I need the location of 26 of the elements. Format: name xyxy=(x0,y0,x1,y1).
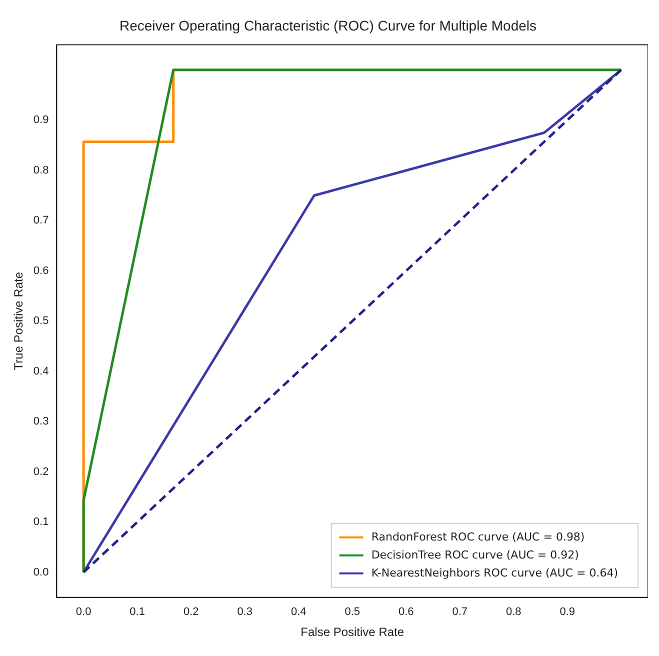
x-tick-label: 0.9 xyxy=(560,606,576,618)
y-tick-label: 0.0 xyxy=(33,566,49,578)
y-tick-label: 0.9 xyxy=(33,114,49,126)
x-tick-label: 0.4 xyxy=(290,606,306,618)
y-tick-label: 0.1 xyxy=(33,516,49,528)
x-tick-label: 0.7 xyxy=(452,606,468,618)
y-axis-title: True Positive Rate xyxy=(12,272,26,370)
x-tick-label: 0.1 xyxy=(130,606,145,618)
chart-title: Receiver Operating Characteristic (ROC) Curve for Multiple Models xyxy=(119,17,537,34)
y-tick-label: 0.7 xyxy=(33,214,49,227)
x-tick-label: 0.2 xyxy=(183,606,199,618)
x-tick-label: 0.3 xyxy=(237,606,252,618)
legend-label: DecisionTree ROC curve (AUC = 0.92) xyxy=(371,548,579,562)
x-tick-label: 0.0 xyxy=(76,606,92,618)
y-tick-label: 0.6 xyxy=(33,264,49,277)
x-tick-label: 0.6 xyxy=(398,606,414,618)
x-tick-label: 0.8 xyxy=(506,606,522,618)
legend-label: K-NearestNeighbors ROC curve (AUC = 0.64) xyxy=(371,566,618,580)
y-tick-label: 0.8 xyxy=(33,164,49,176)
y-tick-label: 0.2 xyxy=(33,466,49,478)
x-tick-label: 0.5 xyxy=(344,606,360,618)
y-tick-label: 0.3 xyxy=(33,416,49,428)
y-tick-label: 0.4 xyxy=(33,365,49,378)
legend-label: RandonForest ROC curve (AUC = 0.98) xyxy=(371,530,585,544)
x-axis-title: False Positive Rate xyxy=(300,625,404,640)
y-tick-label: 0.5 xyxy=(33,315,49,328)
